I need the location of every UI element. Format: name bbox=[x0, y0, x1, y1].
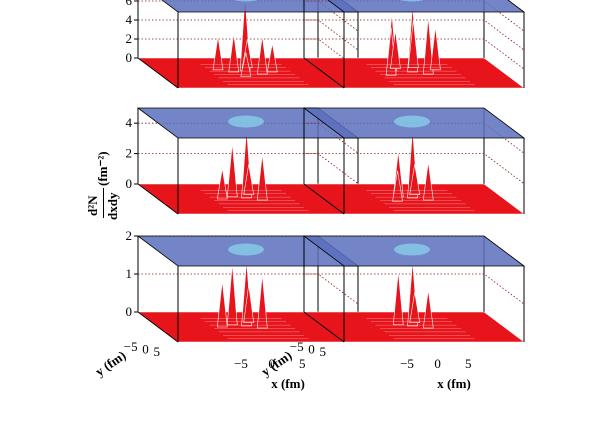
x-tick-label: −5 bbox=[234, 356, 248, 371]
z-tick-label: 0 bbox=[126, 304, 133, 319]
panel-2-0: 012−5 0 5x (fm)50−5y (fm) bbox=[92, 228, 360, 391]
y-axis-title: d²N dxdy (fm⁻²) bbox=[83, 151, 183, 230]
z-guide-line bbox=[304, 38, 525, 70]
floor-left-edge bbox=[303, 311, 345, 343]
z-tick-label: 6 bbox=[126, 0, 133, 8]
x-axis-title: x (fm) bbox=[437, 376, 471, 391]
floor-left-edge bbox=[137, 57, 179, 89]
projection-hotspot bbox=[234, 0, 258, 2]
surface-peak bbox=[256, 274, 268, 329]
surface-peak bbox=[422, 162, 434, 201]
z-tick-label: 2 bbox=[126, 146, 133, 161]
projection-hotspot bbox=[228, 243, 264, 256]
y-axis-title-fraction-bar bbox=[103, 188, 104, 218]
panel-0-1 bbox=[303, 0, 526, 89]
surface-peak bbox=[422, 290, 434, 329]
surface-peak bbox=[409, 164, 421, 196]
surface-peak bbox=[226, 264, 238, 326]
surface-peak bbox=[243, 284, 255, 324]
z-guide-line bbox=[304, 19, 525, 51]
surface-peak bbox=[243, 164, 255, 196]
z-tick-label: 0 bbox=[126, 50, 133, 65]
z-tick-label: 2 bbox=[126, 228, 133, 243]
z-guide-line bbox=[304, 273, 525, 305]
floor-left-edge bbox=[137, 183, 179, 215]
x-tick-label: 5 bbox=[299, 356, 306, 371]
z-tick-label: 2 bbox=[126, 31, 133, 46]
z-tick-label: 0 bbox=[126, 176, 133, 191]
top-projection-plane bbox=[327, 0, 526, 13]
surface-peak bbox=[392, 170, 403, 202]
surface-peak bbox=[228, 33, 240, 73]
floor-left-edge bbox=[303, 57, 345, 89]
projection-hotspot bbox=[400, 0, 424, 2]
x-tick-label: 0 bbox=[434, 356, 441, 371]
y-axis-title: y (fm) bbox=[92, 348, 128, 380]
y-tick-label: −5 bbox=[124, 339, 138, 354]
y-axis-title-unit: (fm⁻²) bbox=[95, 151, 110, 186]
x-tick-label: 5 bbox=[465, 356, 472, 371]
y-axis-title: y (fm) bbox=[258, 348, 294, 380]
surface-peak bbox=[216, 168, 228, 200]
surface-peak bbox=[422, 17, 434, 75]
projection-hotspot bbox=[394, 115, 430, 128]
top-projection-plane bbox=[161, 0, 360, 13]
panel-2-1: −5 0 5x (fm)50−5y (fm) bbox=[258, 235, 526, 391]
surface-peak bbox=[430, 27, 441, 71]
surface-peak bbox=[409, 292, 421, 324]
surface-peak bbox=[212, 36, 224, 71]
z-guide-line bbox=[304, 153, 525, 184]
y-tick-label: 0 bbox=[142, 342, 149, 357]
surface-peak bbox=[392, 271, 404, 326]
panel-1-1 bbox=[302, 107, 526, 215]
z-tick-label: 1 bbox=[126, 266, 133, 281]
floor-left-edge bbox=[303, 183, 345, 215]
panel-1-0: 0 2 4 bbox=[126, 107, 360, 215]
projection-hotspot bbox=[228, 115, 264, 128]
surface-peak bbox=[266, 43, 278, 73]
y-axis-title-numerator: d²N bbox=[85, 195, 100, 216]
surface-peak bbox=[216, 281, 228, 328]
surface-peak bbox=[256, 36, 268, 75]
y-tick-label: 5 bbox=[154, 344, 161, 359]
x-axis-title: x (fm) bbox=[271, 376, 305, 391]
surface-peak bbox=[226, 143, 238, 198]
surface-peak bbox=[390, 30, 401, 70]
y-tick-label: 0 bbox=[308, 342, 315, 357]
z-tick-label: 4 bbox=[126, 115, 133, 130]
y-tick-label: 5 bbox=[320, 344, 327, 359]
z-tick-label: 4 bbox=[126, 12, 133, 27]
panel-0-0: 02468 bbox=[126, 0, 360, 89]
y-tick-label: −5 bbox=[290, 339, 304, 354]
floor-left-edge bbox=[137, 311, 179, 343]
surface-peak bbox=[256, 154, 268, 201]
x-tick-label: 0 bbox=[268, 356, 275, 371]
x-tick-label: −5 bbox=[400, 356, 414, 371]
projection-hotspot bbox=[394, 243, 430, 256]
y-axis-title-denominator: dxdy bbox=[105, 192, 120, 220]
